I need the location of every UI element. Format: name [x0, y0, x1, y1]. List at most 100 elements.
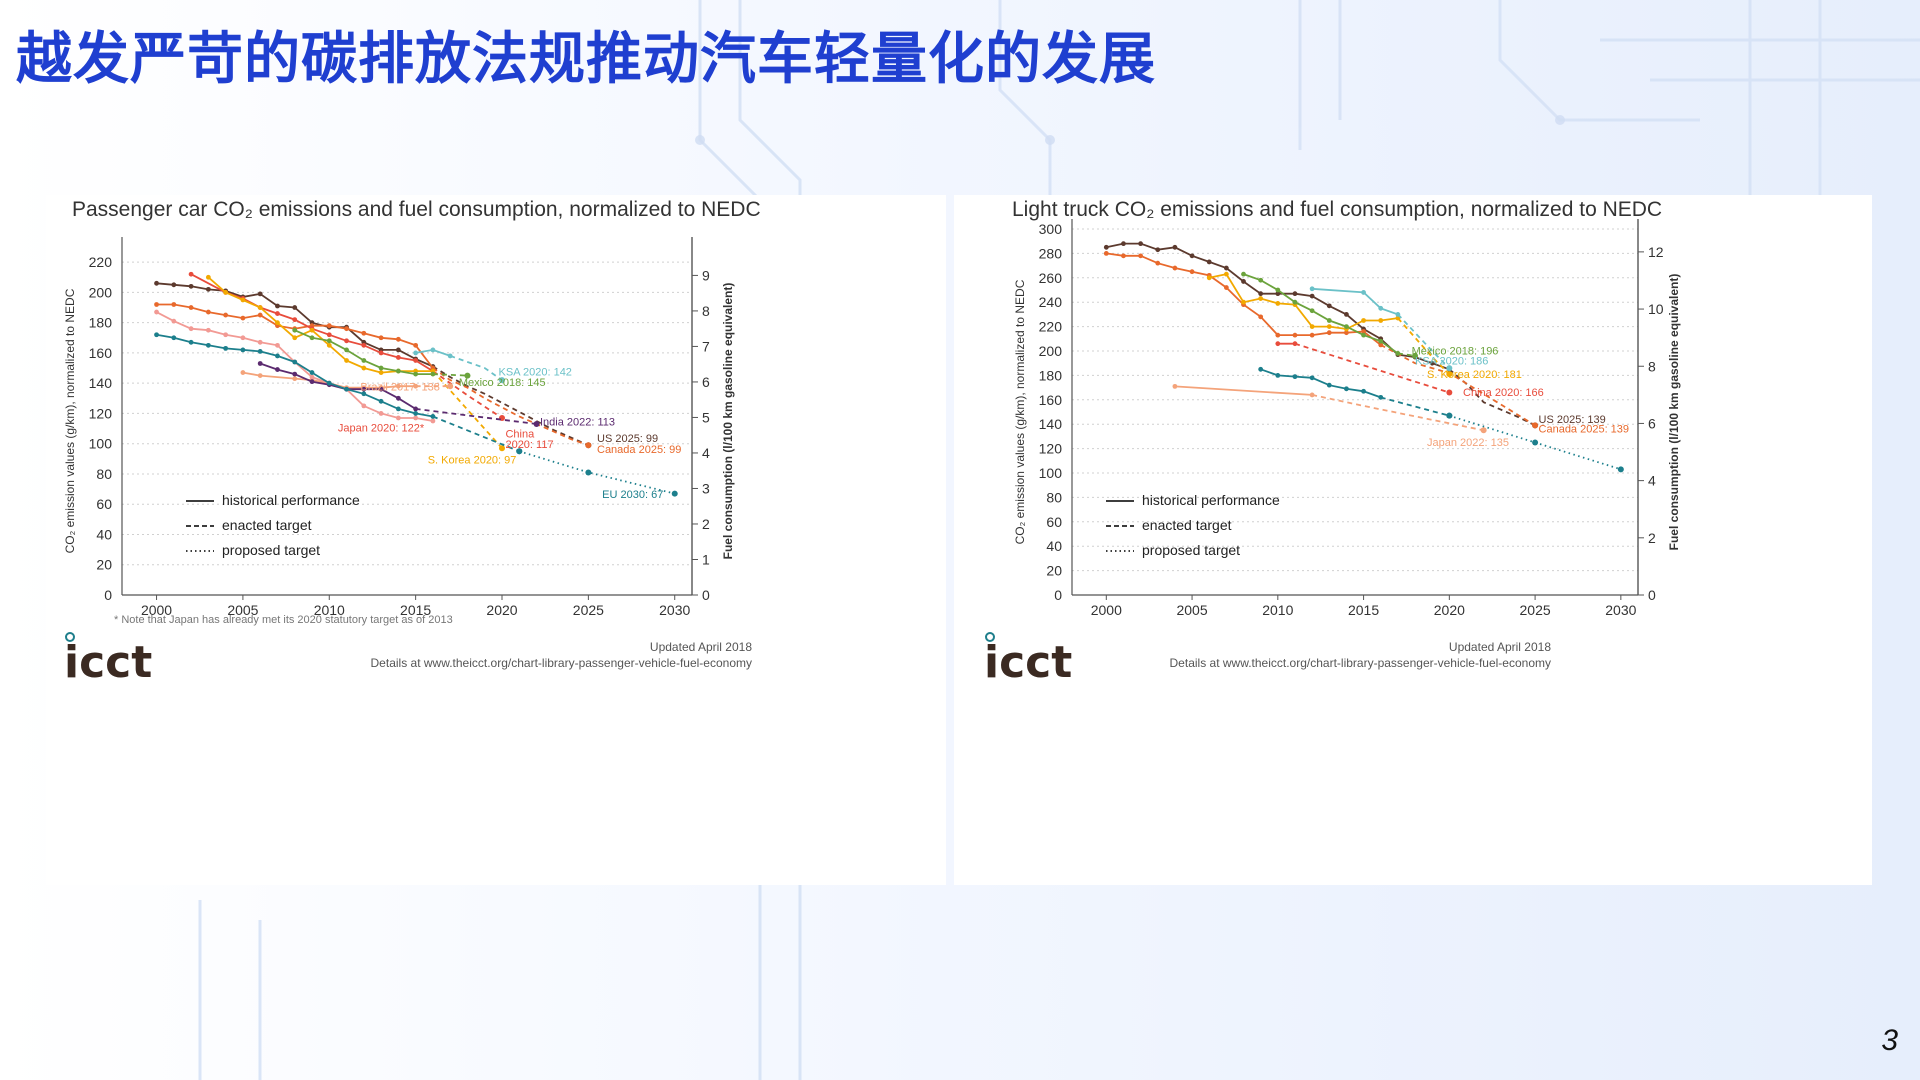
data-point: [1275, 291, 1281, 297]
data-point: [344, 386, 349, 392]
legend-label: enacted target: [222, 517, 312, 533]
data-point: [1241, 271, 1246, 277]
icct-logo: icct: [984, 637, 1072, 688]
data-point: [395, 383, 401, 389]
data-point: [344, 326, 349, 332]
data-point: [378, 386, 384, 392]
icct-logo: icct: [64, 637, 152, 688]
y2-tick-label: 3: [702, 480, 710, 496]
data-label: Mexico 2018: 145: [459, 377, 546, 389]
data-point: [205, 327, 211, 333]
data-point: [344, 338, 349, 344]
data-point: [1275, 287, 1281, 293]
data-label: Mexico 2018: 196: [1412, 346, 1499, 358]
data-point: [171, 335, 177, 341]
y2-tick-label: 5: [702, 409, 710, 425]
data-point: [257, 349, 263, 354]
y2-tick-label: 9: [702, 267, 710, 283]
series-enacted-line: [415, 408, 537, 425]
data-point: [413, 411, 419, 416]
updated-text: Updated April 2018: [1449, 640, 1551, 654]
y-tick-label: 240: [1039, 294, 1063, 310]
data-point: [223, 345, 229, 351]
data-point: [326, 380, 332, 386]
data-point: [1103, 244, 1109, 250]
y2-tick-label: 2: [1648, 530, 1656, 546]
data-point: [344, 347, 349, 353]
data-point: [223, 289, 229, 295]
y-tick-label: 200: [1039, 343, 1063, 359]
logo-dot: [65, 632, 75, 642]
series-enacted-line: [432, 373, 468, 377]
legend-label: historical performance: [1142, 492, 1280, 508]
y-tick-label: 180: [1039, 367, 1063, 383]
data-point: [205, 286, 211, 292]
data-label: S. Korea 2020: 181: [1427, 369, 1522, 381]
data-point: [1189, 253, 1195, 259]
series-group: [154, 271, 678, 497]
y2-tick-label: 1: [702, 551, 710, 567]
target-point: [1617, 466, 1624, 473]
series-historical-line: [1243, 273, 1399, 355]
data-point: [1138, 241, 1144, 247]
chart-title: Passenger car CO₂ emissions and fuel con…: [72, 198, 761, 221]
data-point: [240, 370, 246, 375]
data-point: [1275, 373, 1281, 378]
legend-label: enacted target: [1142, 517, 1232, 533]
x-tick-label: 2010: [314, 602, 345, 618]
data-point: [1223, 265, 1229, 271]
y-tick-label: 80: [1046, 489, 1062, 505]
data-point: [1121, 241, 1126, 247]
data-point: [361, 330, 367, 336]
data-point: [1172, 265, 1178, 271]
light-truck-chart: Light truck CO₂ emissions and fuel consu…: [984, 198, 1681, 688]
data-point: [1292, 332, 1298, 338]
series-historical-line: [190, 273, 434, 372]
data-label: US 2025: 139: [1539, 414, 1606, 426]
data-point: [361, 342, 367, 348]
data-point: [275, 320, 280, 326]
data-point: [1361, 329, 1366, 334]
x-axis: 2000 2005 2010 2015 2020 2025 2030: [141, 595, 691, 618]
legend: historical performance enacted target prop…: [1106, 492, 1280, 558]
data-point: [275, 367, 280, 372]
target-point: [499, 445, 505, 452]
target-point: [1532, 422, 1539, 429]
y2-tick-label: 12: [1648, 244, 1664, 260]
data-point: [309, 374, 315, 380]
data-point: [1258, 277, 1264, 283]
target-point: [585, 442, 592, 449]
data-point: [1378, 318, 1384, 323]
data-point: [378, 398, 384, 404]
data-point: [240, 347, 246, 353]
y2-tick-label: 7: [702, 338, 710, 354]
series-group: [1103, 241, 1624, 473]
data-point: [188, 326, 194, 332]
data-point: [188, 271, 194, 277]
data-point: [257, 373, 263, 379]
y2-tick-label: 0: [1648, 587, 1656, 603]
y-tick-label: 160: [89, 345, 113, 361]
data-label: KSA 2020: 142: [499, 367, 572, 379]
data-label: EU 2030: 67: [602, 489, 663, 501]
data-point: [240, 297, 246, 303]
data-point: [257, 312, 263, 318]
x-tick-label: 2005: [1176, 602, 1207, 618]
data-point: [1292, 374, 1298, 380]
data-point: [275, 342, 280, 348]
x-tick-label: 2005: [227, 602, 258, 618]
data-point: [188, 339, 194, 345]
data-point: [1309, 293, 1315, 299]
data-point: [395, 368, 401, 374]
x-tick-label: 2020: [486, 602, 517, 618]
y-tick-label: 120: [1039, 441, 1063, 457]
data-point: [378, 350, 384, 356]
target-point: [671, 490, 678, 497]
data-point: [1309, 324, 1315, 329]
y-tick-label: 140: [1039, 416, 1063, 432]
series-historical-line: [1106, 252, 1382, 346]
data-point: [154, 332, 159, 338]
y-tick-label: 60: [1046, 514, 1062, 530]
y2-tick-label: 8: [1648, 358, 1656, 374]
